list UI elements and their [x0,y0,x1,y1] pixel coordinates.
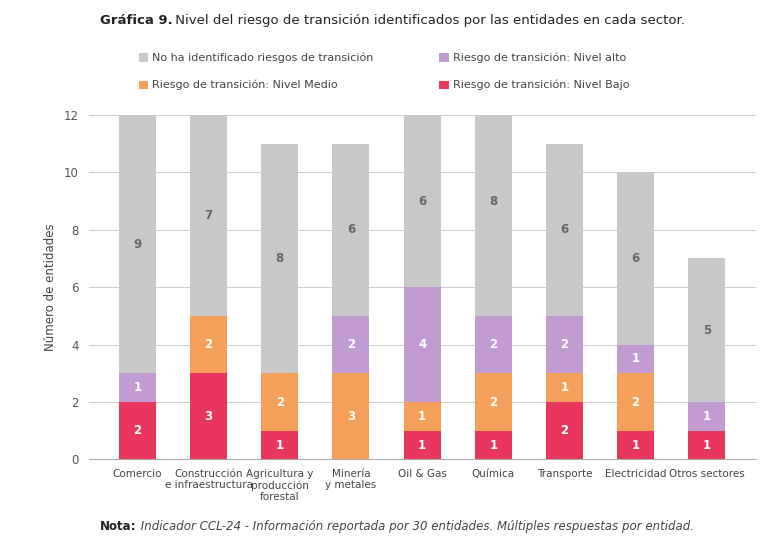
Text: 1: 1 [418,410,426,423]
Text: Riesgo de transición: Nivel alto: Riesgo de transición: Nivel alto [453,52,626,63]
Text: 1: 1 [133,381,142,394]
Text: 1: 1 [702,410,711,423]
Text: 1: 1 [702,439,711,452]
Text: 6: 6 [347,223,355,236]
Text: 2: 2 [276,395,284,409]
Text: 2: 2 [490,338,497,351]
Bar [404,287,440,402]
Bar [119,115,156,373]
Text: 2: 2 [561,338,568,351]
Bar [119,402,156,459]
Bar [404,115,440,287]
Text: 6: 6 [631,252,640,265]
Text: 2: 2 [561,424,568,437]
Text: 1: 1 [490,439,497,452]
Bar [546,402,583,459]
Text: 1: 1 [418,439,426,452]
Bar [332,373,369,459]
Text: Gráfica 9.: Gráfica 9. [100,14,173,27]
Bar [261,431,298,459]
Bar [190,115,227,316]
Text: Riesgo de transición: Nivel Bajo: Riesgo de transición: Nivel Bajo [453,79,629,90]
Bar [332,316,369,373]
Bar [617,345,654,373]
Bar [475,373,512,431]
Text: 4: 4 [418,338,426,351]
Text: Nivel del riesgo de transición identificados por las entidades en cada sector.: Nivel del riesgo de transición identific… [171,14,685,27]
Bar [119,374,156,402]
Bar [546,374,583,402]
Text: 1: 1 [631,439,640,452]
Text: No ha identificado riesgos de transición: No ha identificado riesgos de transición [152,52,373,63]
Bar [190,373,227,459]
Text: 3: 3 [204,410,213,423]
Text: Nota:: Nota: [100,520,136,533]
Text: 2: 2 [204,338,213,351]
Bar [475,86,512,316]
Bar [404,431,440,459]
Bar [689,258,726,402]
Bar [404,402,440,431]
Bar [546,316,583,373]
Bar [617,431,654,459]
Bar [190,316,227,373]
Text: 7: 7 [204,209,213,222]
Text: 8: 8 [489,195,497,207]
Bar [689,402,726,431]
Text: 9: 9 [133,237,142,251]
Text: 6: 6 [561,223,568,236]
Text: 6: 6 [418,195,426,207]
Text: 2: 2 [347,338,355,351]
Text: 3: 3 [347,410,355,423]
Bar [332,143,369,316]
Text: 2: 2 [631,395,640,409]
Bar [617,172,654,345]
Text: Riesgo de transición: Nivel Medio: Riesgo de transición: Nivel Medio [152,79,338,90]
Text: 1: 1 [631,352,640,365]
Bar [261,373,298,431]
Bar [617,373,654,431]
Bar [475,431,512,459]
Text: 1: 1 [561,381,568,394]
Y-axis label: Número de entidades: Número de entidades [44,223,57,351]
Text: 8: 8 [276,252,284,265]
Bar [261,143,298,373]
Text: 2: 2 [490,395,497,409]
Bar [689,431,726,459]
Text: Indicador CCL-24 - Información reportada por 30 entidades. Múltiples respuestas : Indicador CCL-24 - Información reportada… [137,520,694,533]
Bar [546,143,583,316]
Text: 5: 5 [702,324,711,337]
Text: 2: 2 [133,424,142,437]
Bar [475,316,512,373]
Text: 1: 1 [276,439,284,452]
